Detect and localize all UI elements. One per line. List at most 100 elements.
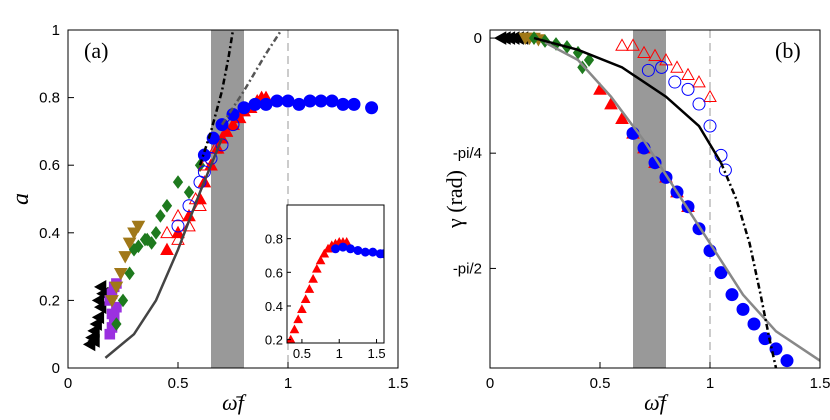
y-tick-label: 1 (52, 22, 60, 39)
data-point (670, 60, 684, 73)
data-point (681, 82, 695, 96)
data-point (692, 75, 706, 88)
data-point (91, 310, 105, 325)
data-point (237, 101, 251, 115)
panel-label: (a) (84, 38, 108, 63)
data-point (725, 288, 739, 302)
data-point (304, 284, 315, 293)
data-point (87, 334, 100, 348)
data-point (368, 247, 378, 257)
x-tick-label: 0.5 (293, 346, 311, 361)
data-point (197, 165, 211, 179)
x-tick-label: 0 (64, 375, 72, 392)
curve (533, 36, 723, 164)
x-tick-label: 0 (486, 375, 494, 392)
data-point (659, 53, 673, 66)
data-point (226, 108, 240, 121)
data-point (161, 198, 173, 213)
data-point (292, 97, 306, 111)
data-point (150, 225, 162, 240)
shaded-band (211, 30, 244, 368)
plot-content (493, 30, 820, 368)
curve (220, 30, 283, 126)
curve (198, 30, 235, 166)
data-point (736, 302, 750, 316)
data-point (583, 53, 595, 67)
data-point (668, 75, 682, 89)
data-point (183, 185, 195, 200)
plot-area (287, 205, 384, 343)
data-point (604, 97, 618, 110)
data-point (353, 245, 363, 255)
data-point (300, 294, 311, 303)
data-point (314, 94, 328, 108)
y-tick-label: 0 (52, 360, 60, 377)
data-point (259, 97, 273, 111)
y-tick-label: 0.4 (265, 299, 283, 314)
data-point (226, 117, 240, 130)
data-point (105, 295, 119, 308)
data-point (124, 266, 135, 281)
y-tick-label: -pi/4 (453, 145, 482, 162)
panel: 0 0.5 1 1.5 0 -pi/4 -pi/2 (b) ω̄f γ (rad) (442, 29, 830, 415)
data-point (780, 354, 794, 368)
y-tick-label: 0.6 (265, 265, 283, 280)
x-tick-label: 1 (284, 375, 292, 392)
data-point (703, 89, 717, 103)
data-point (714, 266, 728, 280)
data-point (641, 63, 655, 77)
data-point (347, 97, 361, 111)
data-point (281, 94, 295, 108)
x-tick-label: 1.5 (388, 375, 409, 392)
y-tick-label: 0.6 (39, 157, 60, 174)
axes-box (489, 29, 821, 369)
y-tick-label: 0.8 (265, 232, 283, 247)
data-point (128, 242, 140, 257)
data-point (193, 175, 207, 189)
data-point (106, 308, 118, 320)
x-tick-label: 1.5 (810, 375, 830, 392)
data-point (692, 97, 706, 111)
data-point (626, 38, 640, 51)
panel: 0.5 1 1.5 0.2 0.4 0.6 0.8 (265, 204, 386, 361)
data-point (648, 156, 662, 170)
data-point (171, 208, 185, 222)
data-point (681, 67, 695, 81)
data-point (293, 314, 304, 324)
data-point (615, 38, 629, 51)
data-point (172, 175, 184, 189)
data-point (171, 219, 185, 233)
y-tick-label: -pi/2 (453, 260, 482, 277)
data-point (648, 48, 662, 61)
x-tick-label: 1 (336, 346, 343, 361)
data-point (379, 249, 384, 259)
data-point (615, 111, 629, 125)
data-point (714, 148, 728, 162)
data-point (91, 293, 105, 308)
axes-box (67, 29, 399, 369)
data-point (155, 209, 166, 223)
data-point (360, 247, 370, 257)
data-point (160, 225, 174, 239)
curve (719, 162, 778, 368)
data-point (319, 248, 330, 258)
data-point (93, 280, 107, 294)
y-tick-label: 0.2 (265, 333, 283, 348)
data-point (311, 263, 322, 273)
y-tick-label: 0 (474, 30, 482, 47)
data-point (122, 237, 137, 250)
data-point (142, 232, 153, 247)
data-point (703, 119, 717, 133)
y-axis-label: a (8, 193, 34, 205)
curve (104, 137, 224, 359)
panel-label: (b) (775, 38, 801, 63)
data-point (308, 274, 318, 283)
data-point (315, 255, 326, 265)
data-point (637, 45, 651, 59)
data-point (160, 242, 174, 255)
data-point (248, 97, 262, 111)
x-axis-label: ω̄f (222, 390, 247, 415)
data-point (577, 60, 588, 75)
data-point (330, 244, 341, 254)
